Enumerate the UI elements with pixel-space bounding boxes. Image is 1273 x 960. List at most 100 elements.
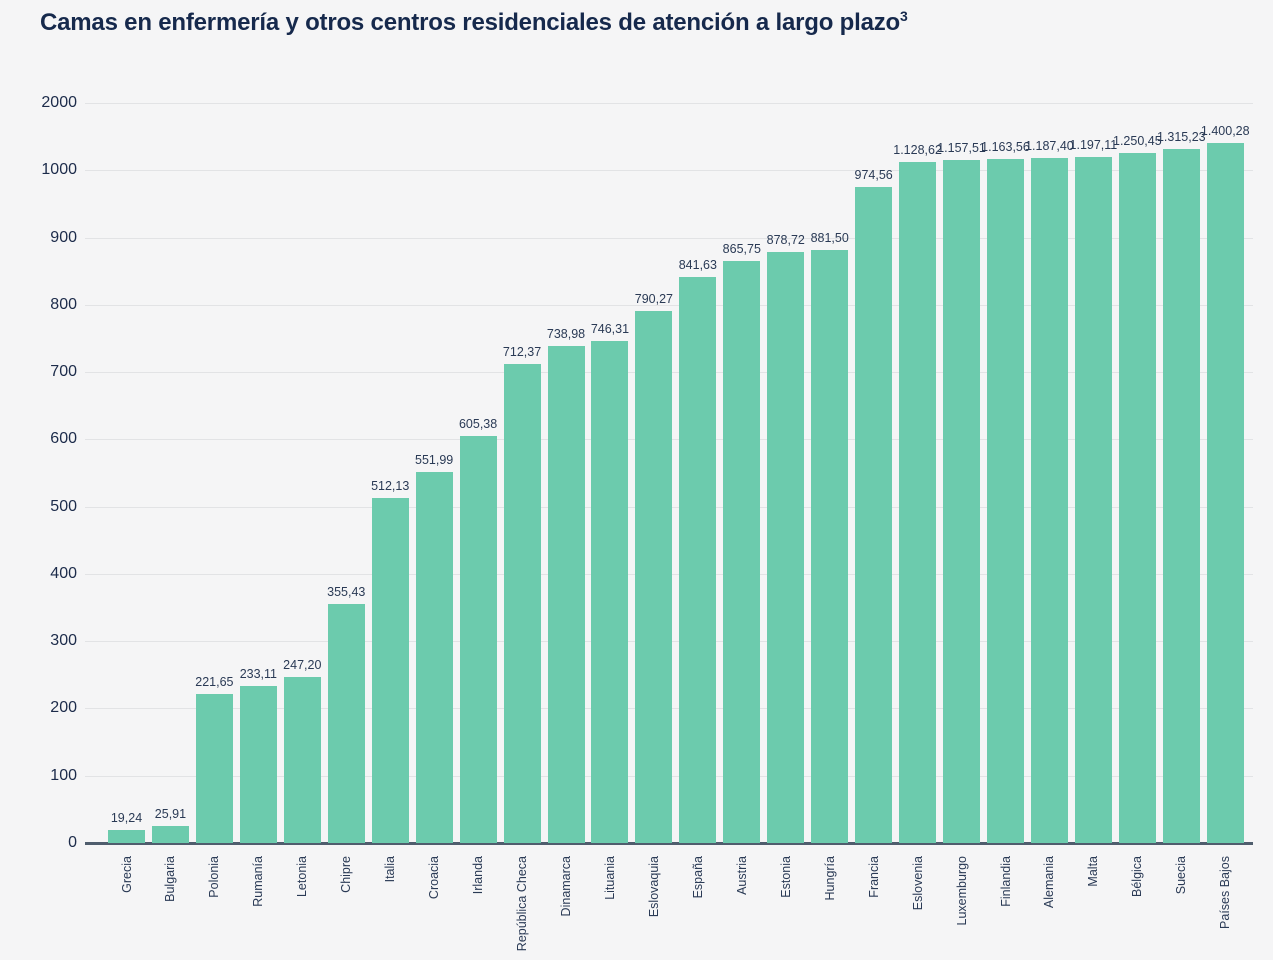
- bar-value-label: 247,20: [283, 657, 322, 672]
- x-axis-label: Eslovaquia: [646, 856, 661, 918]
- bar-value-label: 221,65: [195, 674, 234, 689]
- x-axis-label: Suecia: [1174, 856, 1189, 895]
- y-axis-tick-label: 400: [50, 564, 77, 582]
- bar[interactable]: [1074, 157, 1112, 843]
- gridline: [85, 170, 1253, 172]
- bar-value-label: 865,75: [722, 241, 761, 256]
- bar[interactable]: [855, 187, 893, 843]
- bar-value-label: 19,24: [110, 811, 143, 826]
- bar[interactable]: [1030, 157, 1068, 843]
- bar-value-label: 878,72: [766, 232, 805, 247]
- bar[interactable]: [547, 345, 585, 843]
- x-axis-label: Irlanda: [471, 856, 486, 895]
- x-axis-label: Polonia: [207, 856, 222, 898]
- bar[interactable]: [459, 435, 497, 843]
- x-axis-label: Croacia: [427, 856, 442, 900]
- x-axis-label: Lituania: [602, 856, 617, 900]
- bar[interactable]: [1206, 143, 1244, 843]
- bar[interactable]: [767, 251, 805, 843]
- y-axis-tick-label: 100: [50, 766, 77, 784]
- y-axis-tick-label: 800: [50, 295, 77, 313]
- x-axis-label: Grecia: [119, 856, 134, 893]
- x-axis-label: Hungría: [822, 856, 837, 901]
- x-axis-label: Bélgica: [1130, 856, 1145, 897]
- x-axis-label: España: [690, 856, 705, 899]
- bar[interactable]: [415, 471, 453, 843]
- bar[interactable]: [1118, 153, 1156, 843]
- x-axis-label: República Checa: [515, 856, 530, 952]
- y-axis-tick-label: 700: [50, 363, 77, 381]
- bar[interactable]: [283, 676, 321, 843]
- bar[interactable]: [327, 603, 365, 843]
- bar-value-label: 233,11: [239, 667, 277, 682]
- x-axis-label: Finlandia: [998, 856, 1013, 907]
- x-axis-label: Italia: [383, 856, 398, 883]
- bar[interactable]: [899, 161, 937, 843]
- x-axis-line: [85, 842, 1253, 845]
- x-axis-label: Luxemburgo: [954, 856, 969, 926]
- y-axis-tick-label: 300: [50, 632, 77, 650]
- bar[interactable]: [943, 159, 981, 843]
- bar-value-label: 605,38: [458, 416, 498, 431]
- bar[interactable]: [151, 825, 189, 843]
- x-axis-label: Rumanía: [251, 856, 266, 907]
- x-axis-label: Chipre: [339, 856, 354, 893]
- bar-value-label: 738,98: [546, 326, 586, 341]
- x-axis-label: Austria: [734, 856, 749, 895]
- x-axis-label: Alemania: [1042, 856, 1057, 909]
- bar[interactable]: [723, 260, 761, 843]
- x-axis-label: Francia: [866, 856, 881, 898]
- bar-value-label: 881,50: [810, 230, 849, 245]
- bar-value-label: 746,31: [590, 321, 630, 336]
- chart-title: Camas en enfermería y otros centros resi…: [40, 8, 908, 37]
- bar[interactable]: [591, 340, 629, 843]
- bar-value-label: 551,99: [415, 452, 454, 467]
- bar-value-label: 712,37: [502, 344, 542, 359]
- bar-value-label: 841,63: [678, 257, 717, 272]
- y-axis-tick-label: 600: [50, 430, 77, 448]
- bar-value-label: 25,91: [154, 806, 187, 821]
- y-axis-tick-label: 2000: [41, 94, 77, 111]
- gridline: [85, 237, 1253, 239]
- bar-value-label: 1.197,11: [1069, 138, 1118, 152]
- x-axis-label: Dinamarca: [559, 856, 573, 917]
- bar[interactable]: [811, 249, 849, 843]
- bar-value-label: 512,13: [371, 479, 410, 494]
- gridline: [85, 304, 1253, 306]
- chart-title-footnote-marker: 3: [900, 8, 908, 24]
- bar-value-label: 1.157,51: [937, 140, 986, 155]
- x-axis-label: Bulgaria: [163, 856, 178, 902]
- bar[interactable]: [371, 498, 409, 843]
- bar-value-label: 1.315,23: [1156, 130, 1206, 145]
- x-axis-label: Estonia: [778, 856, 793, 898]
- bar-value-label: 1.400,28: [1200, 124, 1250, 139]
- x-axis-label: Letonia: [295, 856, 310, 898]
- bar[interactable]: [108, 830, 145, 843]
- bar-value-label: 1.163,56: [981, 140, 1030, 155]
- bar[interactable]: [503, 363, 541, 843]
- bar[interactable]: [1162, 149, 1200, 843]
- x-axis-label: Países Bajos: [1218, 856, 1233, 929]
- chart-title-text: Camas en enfermería y otros centros resi…: [40, 9, 900, 36]
- bar[interactable]: [195, 693, 233, 843]
- bar-value-label: 974,56: [854, 168, 893, 183]
- bar[interactable]: [987, 159, 1024, 843]
- y-axis-tick-label: 0: [68, 834, 77, 851]
- bar-value-label: 790,27: [634, 292, 674, 307]
- gridline: [85, 103, 1253, 104]
- y-axis-tick-label: 500: [50, 497, 77, 515]
- x-axis-label: Malta: [1086, 856, 1101, 887]
- bar[interactable]: [635, 311, 673, 843]
- bar-value-label: 1.128,62: [893, 142, 942, 157]
- y-axis-tick-label: 200: [50, 699, 77, 717]
- y-axis-tick-label: 900: [50, 228, 77, 246]
- bar-value-label: 1.187,40: [1025, 138, 1074, 153]
- bar-value-label: 1.250,45: [1113, 134, 1162, 149]
- bar-value-label: 355,43: [327, 584, 366, 599]
- bar[interactable]: [239, 686, 277, 843]
- x-axis-label: Eslovenia: [910, 856, 925, 911]
- y-axis-tick-label: 1000: [41, 161, 77, 179]
- bar[interactable]: [679, 276, 717, 843]
